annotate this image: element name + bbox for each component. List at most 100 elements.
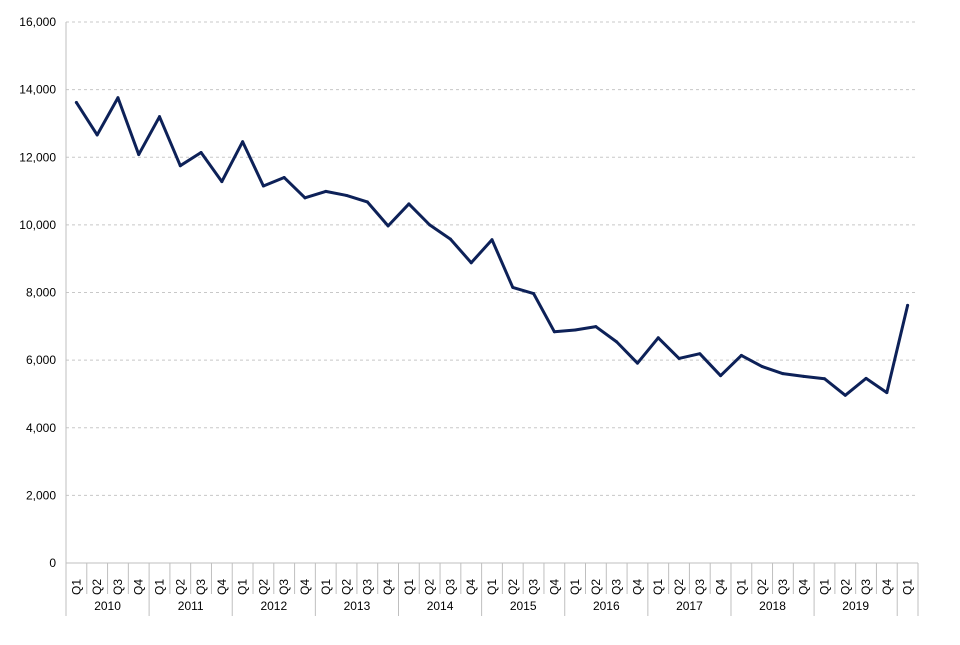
y-tick-label: 10,000 — [19, 218, 56, 232]
y-tick-label: 8,000 — [26, 286, 56, 300]
x-tick-label: Q2 — [423, 579, 437, 595]
y-tick-label: 0 — [49, 556, 56, 570]
y-tick-label: 4,000 — [26, 421, 56, 435]
data-point — [760, 365, 764, 369]
data-point — [719, 374, 723, 378]
data-point — [656, 336, 660, 340]
x-tick-label: Q3 — [111, 579, 125, 595]
year-label: 2014 — [427, 599, 454, 613]
x-tick-label: Q1 — [651, 579, 665, 595]
data-point — [345, 193, 349, 197]
data-point — [490, 238, 494, 242]
x-tick-label: Q2 — [340, 579, 354, 595]
data-point — [573, 328, 577, 332]
year-label: 2011 — [178, 599, 204, 613]
x-tick-label: Q3 — [527, 579, 541, 595]
data-point — [615, 340, 619, 344]
data-point — [74, 100, 78, 104]
x-tick-label: Q4 — [797, 579, 811, 595]
data-point — [802, 374, 806, 378]
data-point — [864, 376, 868, 380]
x-tick-label: Q2 — [589, 579, 603, 595]
data-point — [698, 352, 702, 356]
x-tick-label: Q2 — [755, 579, 769, 595]
y-tick-labels: 0 2,000 4,000 6,000 8,000 10,000 12,000 14,000 1… — [19, 15, 56, 570]
data-point — [199, 151, 203, 155]
year-label: 2010 — [94, 599, 121, 613]
x-tick-label: Q1 — [402, 579, 416, 595]
data-point — [324, 189, 328, 193]
x-tick-label: Q1 — [568, 579, 582, 595]
data-point — [843, 393, 847, 397]
x-tick-label: Q3 — [859, 579, 873, 595]
x-tick-label: Q4 — [381, 579, 395, 595]
x-tick-label: Q4 — [630, 579, 644, 595]
x-tick-label: Q4 — [880, 579, 894, 595]
data-point — [552, 330, 556, 334]
x-tick-label: Q3 — [610, 579, 624, 595]
data-point — [241, 140, 245, 144]
data-point — [137, 153, 141, 157]
x-tick-label: Q1 — [69, 579, 83, 595]
x-tick-label: Q2 — [838, 579, 852, 595]
data-point — [158, 115, 162, 119]
x-tick-label: Q2 — [173, 579, 187, 595]
x-tick-label: Q1 — [485, 579, 499, 595]
data-point — [885, 391, 889, 395]
x-tick-label: Q1 — [817, 579, 831, 595]
y-tick-label: 16,000 — [19, 15, 56, 29]
year-label: 2016 — [593, 599, 620, 613]
data-point — [906, 303, 910, 307]
y-tick-label: 2,000 — [26, 488, 56, 502]
data-point — [407, 202, 411, 206]
data-point — [739, 353, 743, 357]
data-point — [365, 200, 369, 204]
year-label: 2015 — [510, 599, 537, 613]
x-tick-label: Q4 — [464, 579, 478, 595]
data-point — [282, 176, 286, 180]
x-tick-label: Q4 — [132, 579, 146, 595]
series-line — [74, 96, 910, 397]
x-tick-label: Q4 — [547, 579, 561, 595]
data-point — [95, 133, 99, 137]
x-tick-label: Q1 — [319, 579, 333, 595]
x-tick-label: Q2 — [256, 579, 270, 595]
data-point — [677, 356, 681, 360]
x-tick-label: Q4 — [298, 579, 312, 595]
data-point — [822, 377, 826, 381]
x-tick-label: Q3 — [693, 579, 707, 595]
x-tick-label: Q2 — [672, 579, 686, 595]
x-tick-label: Q2 — [90, 579, 104, 595]
x-tick-label: Q1 — [734, 579, 748, 595]
data-point — [594, 325, 598, 329]
x-tick-label: Q1 — [153, 579, 167, 595]
data-point — [635, 361, 639, 365]
x-tick-label: Q3 — [194, 579, 208, 595]
x-tick-label: Q3 — [776, 579, 790, 595]
data-point — [428, 223, 432, 227]
data-point — [448, 237, 452, 241]
data-point — [469, 261, 473, 265]
x-tick-label: Q4 — [215, 579, 229, 595]
year-label: 2017 — [676, 599, 703, 613]
year-label: 2018 — [759, 599, 786, 613]
year-label: 2012 — [260, 599, 287, 613]
year-label: 2019 — [842, 599, 869, 613]
year-label: 2013 — [344, 599, 371, 613]
y-tick-label: 6,000 — [26, 353, 56, 367]
axes — [65, 22, 919, 616]
data-point — [532, 292, 536, 296]
data-point — [386, 224, 390, 228]
y-tick-label: 12,000 — [19, 150, 56, 164]
x-tick-label: Q2 — [506, 579, 520, 595]
x-tick-label: Q1 — [901, 579, 915, 595]
data-point — [511, 285, 515, 289]
x-tick-label: Q3 — [360, 579, 374, 595]
data-point — [220, 180, 224, 184]
x-tick-labels: Q1 Q2 Q3 Q4 Q1 Q2 Q3 Q4 Q1 Q2 Q3 Q4 Q1 Q2 Q3 Q4 Q1 Q2 Q3 Q4… — [69, 579, 914, 595]
x-tick-label: Q4 — [714, 579, 728, 595]
x-tick-label: Q3 — [443, 579, 457, 595]
year-group-labels: 2010 2011 2012 2013 2014 2015 2016 2017 2018 2019 — [94, 599, 869, 613]
